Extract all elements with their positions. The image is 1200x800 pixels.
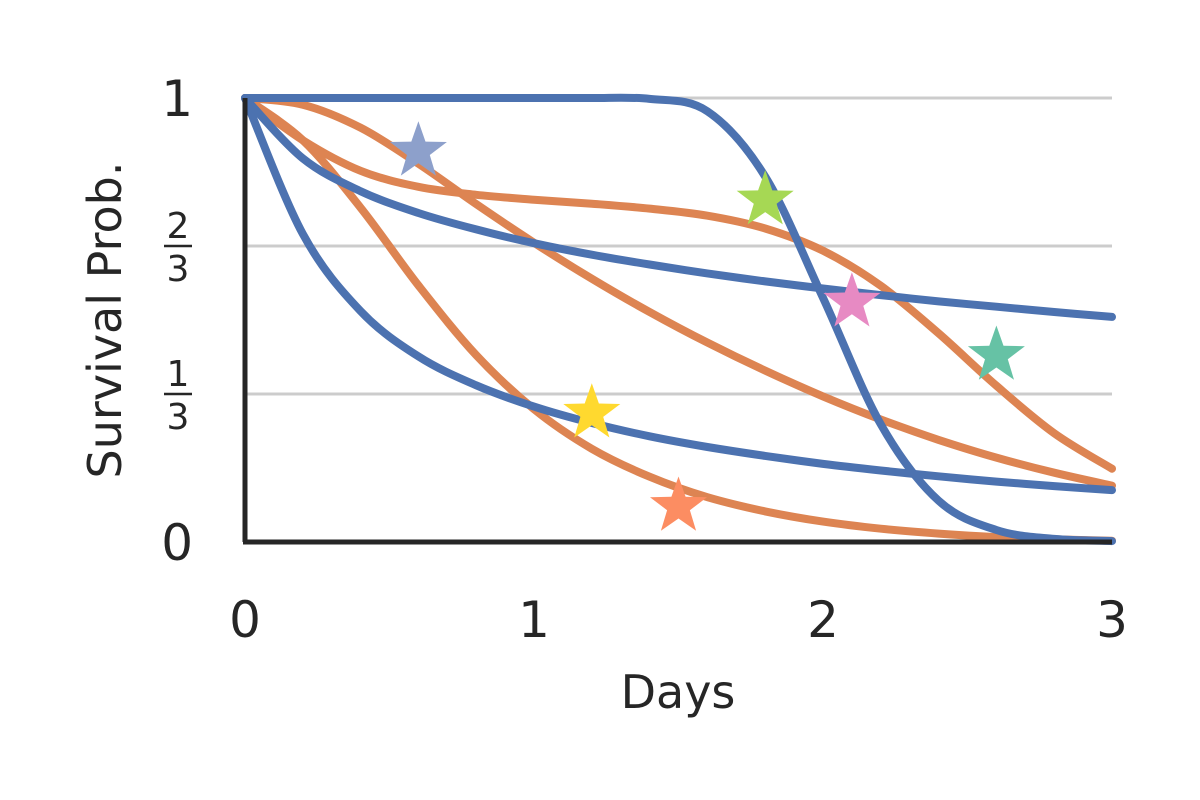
star-marker-6 xyxy=(650,476,707,531)
x-tick-label: 0 xyxy=(229,591,261,649)
star-marker-3 xyxy=(823,272,881,327)
series-lines xyxy=(241,93,1116,546)
series-line-1 xyxy=(241,94,1116,545)
y-tick-label: 0 xyxy=(161,514,193,572)
y-axis-label: Survival Prob. xyxy=(78,162,132,479)
x-tick-label: 1 xyxy=(518,591,550,649)
y-tick-numerator: 2 xyxy=(167,206,190,247)
x-tick-label: 2 xyxy=(807,591,839,649)
series-line-2 xyxy=(241,94,1116,490)
series-line-4 xyxy=(241,94,1116,495)
x-axis-label: Days xyxy=(621,665,736,719)
y-tick-label: 1 xyxy=(161,70,193,128)
series-line-6 xyxy=(241,93,1116,546)
star-marker-5 xyxy=(563,383,621,438)
series-line-3 xyxy=(241,94,1116,473)
y-tick-denominator: 3 xyxy=(167,249,190,290)
y-tick-numerator: 1 xyxy=(167,354,190,395)
y-tick-denominator: 3 xyxy=(167,397,190,438)
star-marker-4 xyxy=(967,325,1025,380)
x-tick-label: 3 xyxy=(1096,591,1128,649)
axes xyxy=(242,98,1112,545)
star-marker-2 xyxy=(736,170,794,225)
series-line-5 xyxy=(241,94,1116,321)
star-markers xyxy=(389,121,1025,531)
star-marker-1 xyxy=(389,121,447,176)
